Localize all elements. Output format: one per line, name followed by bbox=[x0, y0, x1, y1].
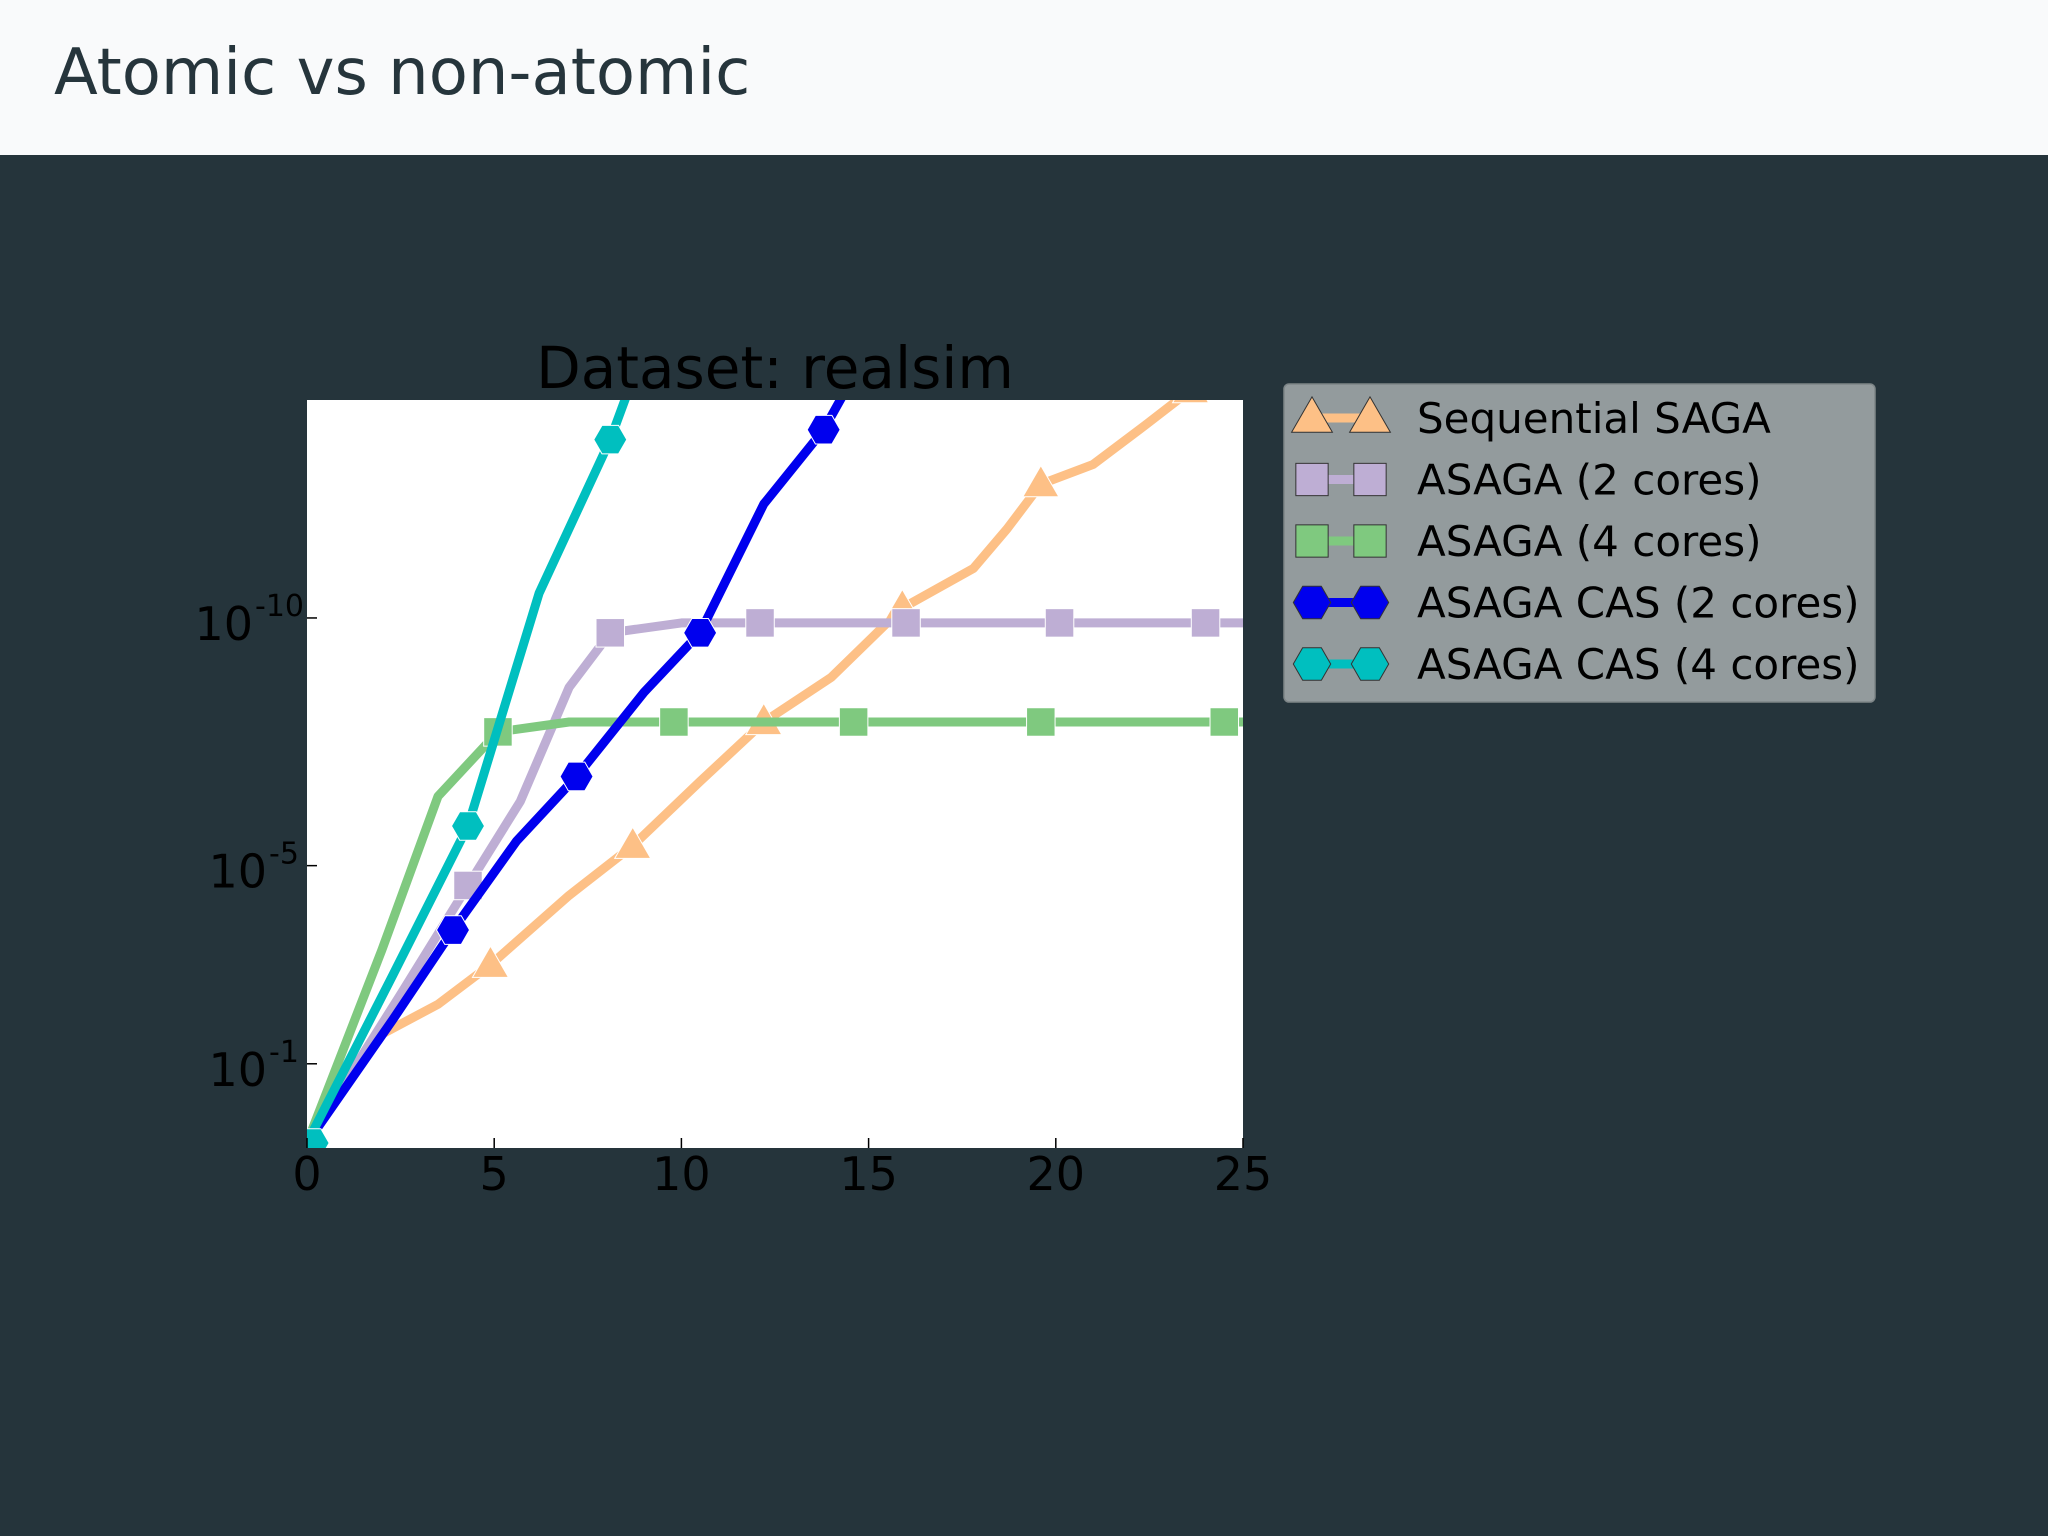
series-0-point-0 bbox=[471, 945, 510, 978]
series-line-1 bbox=[307, 618, 1243, 1146]
x-tick-label-0: 0 bbox=[292, 1147, 321, 1201]
series-3-point-0 bbox=[435, 915, 471, 945]
series-2-point-2 bbox=[838, 707, 869, 737]
legend-marker-right-1 bbox=[1353, 462, 1387, 497]
series-line-3 bbox=[307, 400, 846, 1146]
y-tick-base-2: 10 bbox=[194, 597, 253, 651]
series-1-point-0 bbox=[453, 870, 483, 901]
x-tick-label-4: 20 bbox=[1027, 1147, 1086, 1201]
legend-label-2: ASAGA (4 cores) bbox=[1417, 517, 1762, 566]
series-4-point-2 bbox=[593, 424, 628, 455]
series-3-point-1 bbox=[559, 761, 594, 792]
y-tick-exp-2: -10 bbox=[255, 589, 304, 624]
slide-title: Atomic vs non-atomic bbox=[54, 36, 751, 110]
slide-header: Atomic vs non-atomic bbox=[0, 0, 2048, 155]
legend-entry-1: ASAGA (2 cores) bbox=[1295, 456, 1762, 505]
series-4 bbox=[307, 400, 630, 1148]
series-line-4 bbox=[307, 400, 630, 1146]
series-2-point-3 bbox=[1026, 707, 1056, 737]
x-tick-label-3: 15 bbox=[839, 1147, 898, 1201]
x-tick-label-1: 5 bbox=[480, 1147, 509, 1201]
legend-label-4: ASAGA CAS (4 cores) bbox=[1417, 640, 1860, 689]
series-3-point-2 bbox=[683, 618, 718, 648]
legend-marker-left-2 bbox=[1295, 524, 1329, 558]
series-line-0 bbox=[307, 400, 1186, 1146]
legend-box bbox=[1283, 383, 1876, 703]
legend-entry-0: Sequential SAGA bbox=[1290, 394, 1771, 443]
series-0-point-4 bbox=[1021, 464, 1060, 498]
legend-entry-4: ASAGA CAS (4 cores) bbox=[1292, 640, 1860, 689]
series-layer bbox=[307, 44, 1243, 1148]
x-tick-label-2: 10 bbox=[652, 1147, 711, 1201]
legend-entry-3: ASAGA CAS (2 cores) bbox=[1292, 579, 1860, 628]
x-tick-label-5: 25 bbox=[1214, 1147, 1273, 1201]
legend-marker-left-4 bbox=[1292, 647, 1332, 681]
series-3-point-4 bbox=[931, 202, 964, 231]
legend-marker-left-0 bbox=[1290, 395, 1334, 433]
series-2-point-1 bbox=[659, 707, 689, 737]
series-0-point-1 bbox=[613, 826, 652, 859]
legend-marker-right-4 bbox=[1350, 647, 1390, 681]
legend-entry-2: ASAGA (4 cores) bbox=[1295, 517, 1762, 566]
y-tick-exp-0: -1 bbox=[269, 1035, 299, 1070]
legend-marker-left-1 bbox=[1295, 462, 1329, 497]
series-0-point-5 bbox=[1171, 400, 1210, 404]
legend-marker-right-3 bbox=[1350, 585, 1390, 620]
series-1-point-2 bbox=[745, 608, 775, 638]
legend-label-3: ASAGA CAS (2 cores) bbox=[1417, 579, 1860, 628]
series-1 bbox=[307, 608, 1243, 1146]
chart-title: Dataset: realsim bbox=[536, 334, 1014, 402]
series-4-point-1 bbox=[450, 811, 486, 841]
series-3-point-5 bbox=[1054, 44, 1087, 73]
legend-label-1: ASAGA (2 cores) bbox=[1417, 456, 1762, 505]
y-tick-label-1: 10 -5 bbox=[208, 837, 298, 899]
series-3-point-3 bbox=[806, 414, 841, 445]
legend-marker-right-2 bbox=[1353, 524, 1387, 558]
legend: Sequential SAGA ASAGA (2 cores) ASAGA (4 c… bbox=[1283, 383, 1876, 703]
y-tick-exp-1: -5 bbox=[269, 837, 299, 872]
legend-marker-right-0 bbox=[1348, 395, 1392, 433]
y-tick-base-1: 10 bbox=[208, 845, 267, 899]
series-3 bbox=[307, 44, 1087, 1146]
series-1-point-5 bbox=[1190, 608, 1221, 638]
plot-area bbox=[307, 400, 1243, 1148]
legend-label-0: Sequential SAGA bbox=[1417, 394, 1771, 443]
series-2-point-4 bbox=[1209, 707, 1240, 737]
series-1-point-3 bbox=[891, 608, 921, 638]
y-tick-label-2: 10 -10 bbox=[194, 589, 304, 651]
legend-marker-left-3 bbox=[1292, 585, 1332, 620]
series-1-point-1 bbox=[595, 618, 626, 648]
series-4-point-0 bbox=[307, 1128, 330, 1148]
y-tick-base-0: 10 bbox=[208, 1043, 267, 1097]
series-1-point-4 bbox=[1044, 608, 1075, 638]
y-tick-label-0: 10 -1 bbox=[208, 1035, 298, 1097]
